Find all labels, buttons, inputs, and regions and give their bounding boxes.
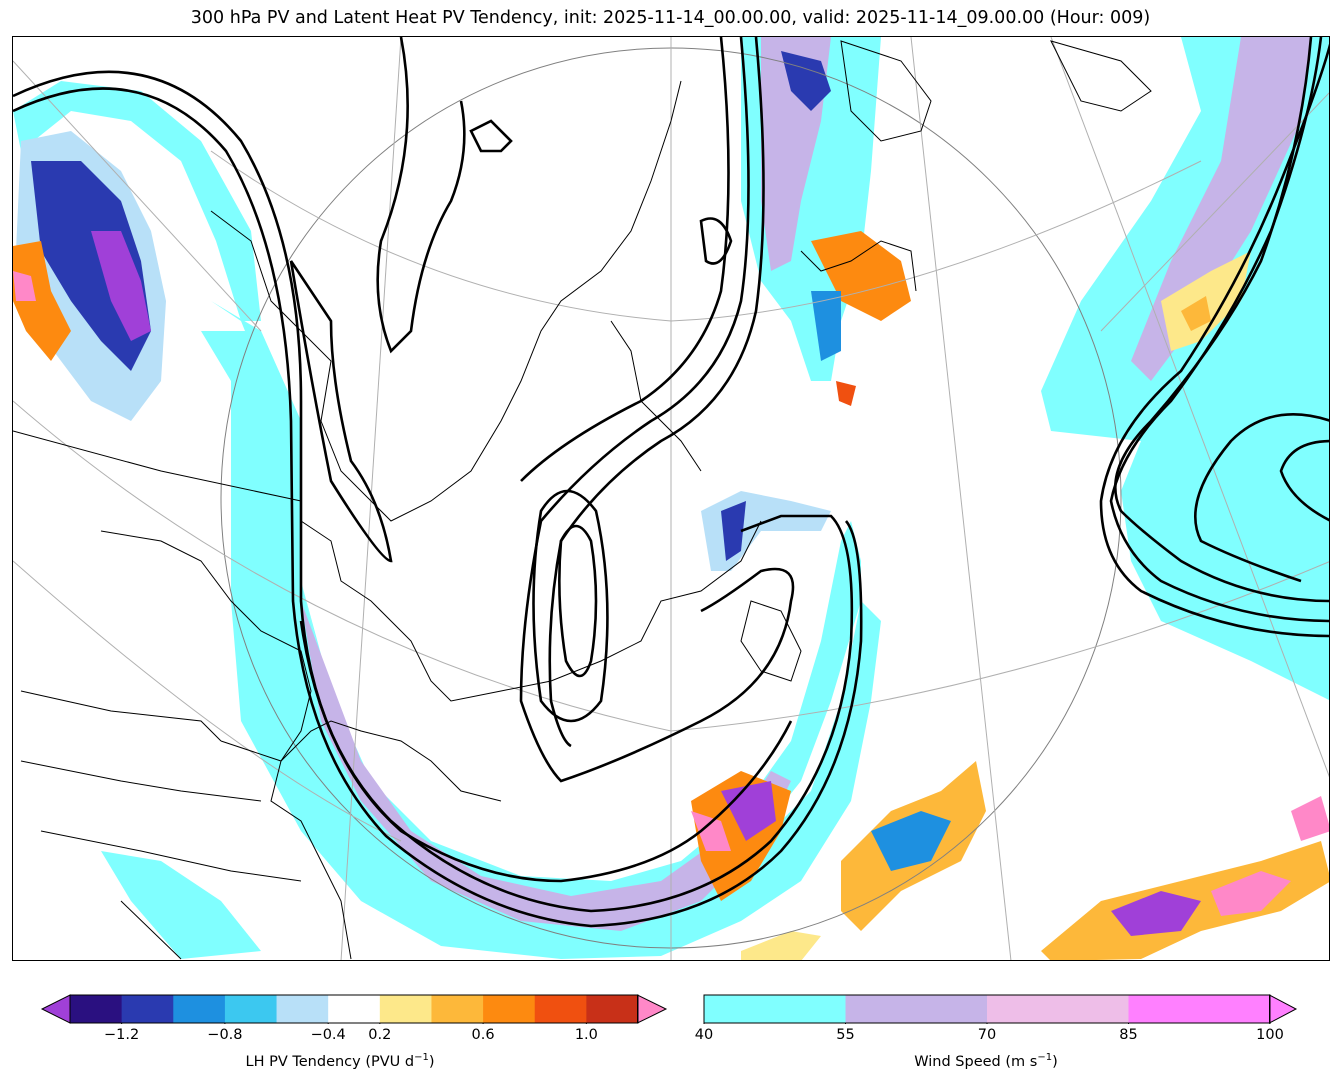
colorbar-bin (845, 995, 988, 1023)
colorbar-bin (534, 995, 587, 1023)
colorbar-extend-high (637, 994, 668, 1024)
pv-contours (13, 37, 1329, 928)
pv-tendency-label-main: LH PV Tendency (PVU d (245, 1053, 415, 1070)
wind-speed-tick-label: 70 (977, 1027, 997, 1043)
jet-band-southwest (101, 851, 261, 959)
jet-band-northwest (13, 81, 261, 321)
pv-tendency-tick-label: 0.2 (368, 1027, 392, 1043)
pv-tendency-tick-label: 0.6 (471, 1027, 495, 1043)
colorbar-bin (431, 995, 484, 1023)
colorbar-bin (70, 995, 123, 1023)
pv-blob-e2 (721, 501, 746, 561)
pv-blob-nw-min (91, 231, 151, 341)
colorbar-bin (328, 995, 381, 1023)
wind-speed-tick-label: 85 (1119, 1027, 1138, 1043)
wind-speed-label-main: Wind Speed (m s (914, 1053, 1038, 1070)
chart-title: 300 hPa PV and Latent Heat PV Tendency, … (190, 8, 1151, 28)
pv-blob-n4 (836, 381, 856, 406)
pv-blob-ne2 (1181, 296, 1211, 331)
coastlines (13, 40, 1152, 960)
colorbar-extend-high (1269, 994, 1298, 1024)
pv-tendency-tick-label: −0.4 (310, 1027, 346, 1043)
pv-blob-s2 (871, 811, 951, 871)
pv-blob-s6 (1291, 796, 1329, 841)
pv-tendency-colorbar-label: LH PV Tendency (PVU d−1) (245, 1052, 434, 1070)
colorbar-outline (69, 994, 639, 1024)
pv-tendency-tick-label: −1.2 (104, 1027, 140, 1043)
colorbar-bin (379, 995, 432, 1023)
colorbar-bin (483, 995, 536, 1023)
map-canvas (13, 37, 1329, 960)
wind-speed-colorbar-graphic (703, 994, 1298, 1024)
pv-tendency-label-exp: −1 (414, 1052, 429, 1063)
map-panel (12, 36, 1330, 961)
colorbar-bin (1128, 995, 1271, 1023)
colorbar-bin (121, 995, 174, 1023)
pv-blob-n2 (811, 231, 911, 321)
colorbar-bin (276, 995, 329, 1023)
wind-speed-tick-label: 100 (1256, 1027, 1284, 1043)
wind-speed-colorbar-label: Wind Speed (m s−1) (914, 1052, 1057, 1070)
pv-blob-e1 (701, 491, 831, 571)
wind-speed-tick-label: 55 (836, 1027, 855, 1043)
pv-blob-n1 (781, 51, 831, 111)
colorbar-bin (224, 995, 278, 1023)
pv-tendency-label-close: ) (428, 1053, 435, 1070)
colorbar-bin (704, 995, 846, 1023)
pv-tendency-tick-label: −0.8 (207, 1027, 243, 1043)
wind-speed-label-exp: −1 (1037, 1052, 1053, 1063)
colorbar-bin (586, 995, 639, 1023)
pv-blob-s4 (1111, 891, 1201, 936)
pv-tendency-colorbar (40, 994, 668, 1024)
pv-blob-n3 (811, 291, 841, 361)
pv-tendency-colorbar-graphic (40, 994, 668, 1024)
pv-blob-s5 (1211, 871, 1291, 916)
pv-blob-s7 (741, 931, 821, 960)
colorbar-bin (987, 995, 1129, 1023)
pv-blob-nw-pos (13, 241, 71, 361)
pv-blob-nw-pos-hi (13, 271, 36, 301)
pv-blob-se3 (691, 811, 731, 851)
pv-tendency-tick-label: 1.0 (574, 1027, 598, 1043)
colorbar-extend-low (40, 994, 71, 1024)
pv-blob-se2 (721, 781, 776, 841)
wind-speed-label-close: ) (1052, 1053, 1058, 1070)
graticule (13, 37, 1329, 960)
wind-speed-tick-label: 40 (694, 1027, 714, 1043)
colorbar-bin (173, 995, 226, 1023)
wind-speed-colorbar (700, 994, 1300, 1024)
